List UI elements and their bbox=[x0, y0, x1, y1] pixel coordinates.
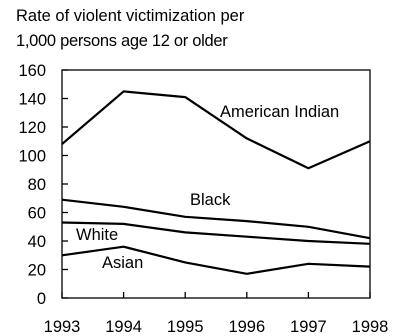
x-tick-label: 1995 bbox=[167, 318, 204, 336]
x-tick-label: 1996 bbox=[228, 318, 265, 336]
series-line-black bbox=[61, 198, 371, 240]
y-tick-label: 80 bbox=[28, 176, 46, 194]
y-tick-label: 20 bbox=[28, 262, 46, 280]
y-tick-label: 120 bbox=[18, 119, 46, 137]
series-label-asian: Asian bbox=[102, 254, 143, 272]
y-tick-label: 40 bbox=[28, 233, 46, 251]
y-tick-label: 160 bbox=[18, 62, 46, 80]
x-tick-label: 1998 bbox=[352, 318, 389, 336]
y-tick-label: 0 bbox=[37, 290, 46, 308]
y-tick-label: 60 bbox=[28, 205, 46, 223]
series-line-american-indian bbox=[61, 90, 371, 170]
y-tick-label: 140 bbox=[18, 91, 46, 109]
series-line-asian bbox=[61, 245, 371, 275]
chart-subtitle: 1,000 persons age 12 or older bbox=[16, 32, 228, 50]
x-tick-label: 1997 bbox=[290, 318, 327, 336]
x-tick-label: 1994 bbox=[105, 318, 142, 336]
series-label-american-indian: American Indian bbox=[220, 103, 339, 121]
x-tick-label: 1993 bbox=[44, 318, 81, 336]
series-line-white bbox=[61, 221, 371, 245]
series-label-black: Black bbox=[190, 191, 231, 209]
series-label-white: White bbox=[76, 226, 118, 244]
y-tick-label: 100 bbox=[18, 148, 46, 166]
chart-title: Rate of violent victimization per bbox=[16, 7, 245, 25]
